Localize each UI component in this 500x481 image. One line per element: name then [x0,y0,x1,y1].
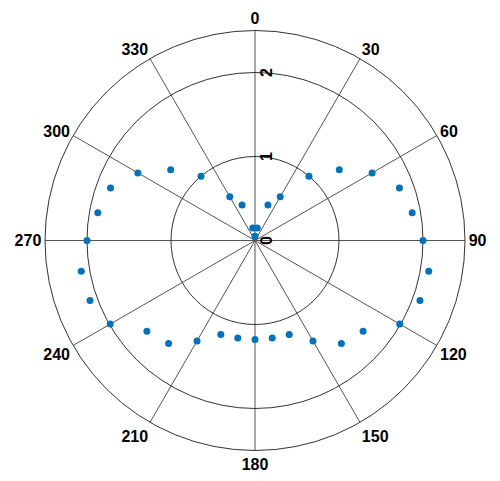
svg-text:150: 150 [362,428,389,445]
svg-text:0: 0 [258,236,275,245]
svg-text:0: 0 [251,10,260,27]
svg-text:240: 240 [43,346,70,363]
svg-text:120: 120 [440,346,467,363]
svg-text:210: 210 [121,428,148,445]
svg-text:300: 300 [43,123,70,140]
svg-text:330: 330 [121,41,148,58]
svg-text:180: 180 [242,456,269,473]
svg-text:60: 60 [440,123,458,140]
svg-text:2: 2 [258,68,275,77]
svg-text:90: 90 [469,232,487,249]
svg-text:1: 1 [258,152,275,161]
svg-text:270: 270 [15,232,42,249]
svg-text:30: 30 [362,41,380,58]
